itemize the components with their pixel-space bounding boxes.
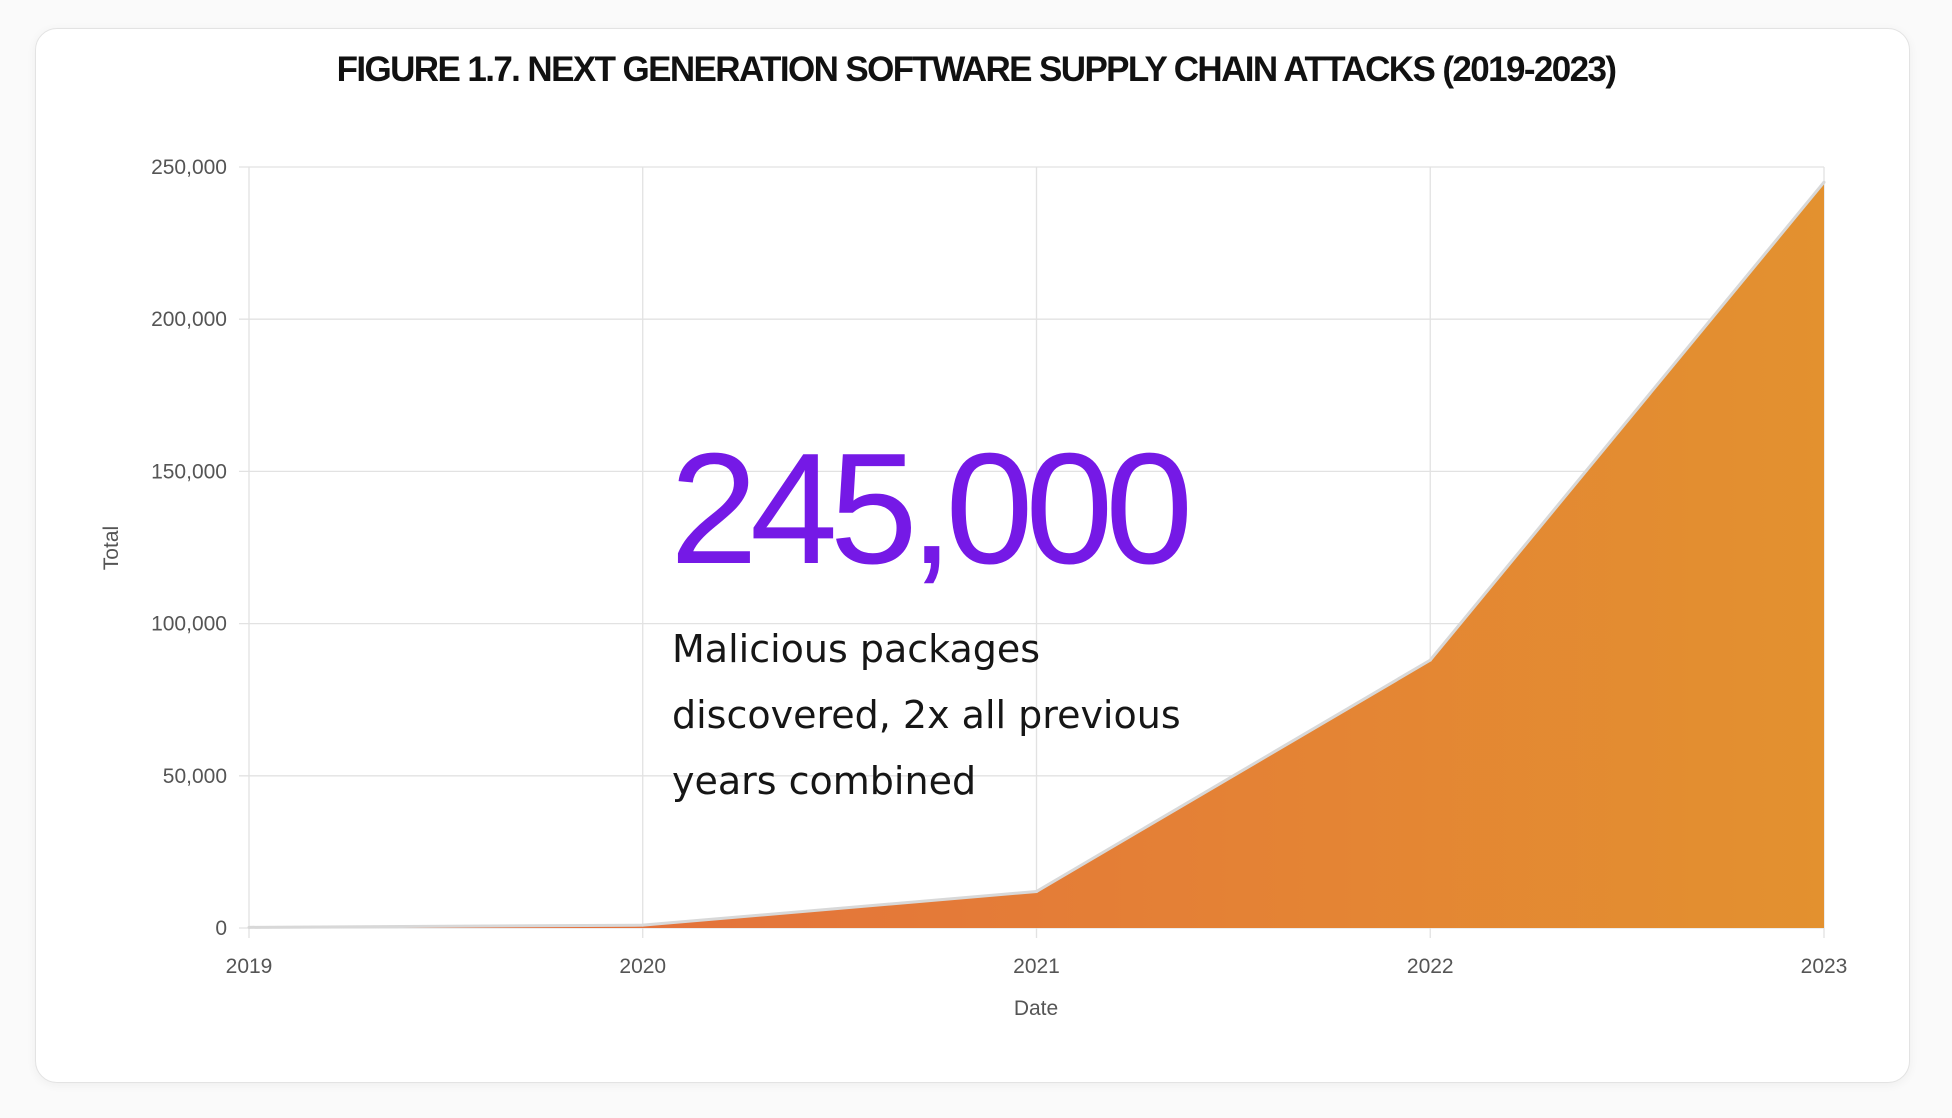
x-tick-label: 2019 (226, 955, 273, 978)
x-axis-ticks: 2019 2020 2021 2022 2023 (226, 955, 1848, 978)
x-tick-label: 2020 (619, 955, 666, 978)
y-tick-label: 0 (215, 917, 227, 940)
annotation-line: discovered, 2x all previous (672, 693, 1181, 737)
x-tick-label: 2023 (1801, 955, 1848, 978)
annotation-text: Malicious packages discovered, 2x all pr… (672, 616, 1232, 814)
x-axis-title: Date (1014, 997, 1058, 1020)
y-tick-label: 200,000 (151, 308, 227, 331)
data-point (247, 925, 251, 929)
x-tick-label: 2021 (1013, 955, 1060, 978)
y-tick-label: 250,000 (151, 156, 227, 179)
y-axis-title: Total (100, 526, 123, 570)
annotation-line: years combined (672, 759, 977, 803)
chart-title: FIGURE 1.7. NEXT GENERATION SOFTWARE SUP… (0, 50, 1952, 90)
data-point (1035, 889, 1038, 893)
y-tick-label: 150,000 (151, 460, 227, 483)
y-axis-ticks: 0 50,000 100,000 150,000 200,000 250,000 (151, 156, 227, 940)
data-point (641, 923, 645, 927)
x-tick-label: 2022 (1407, 955, 1454, 978)
area-fill (249, 182, 1824, 929)
data-point (1822, 180, 1826, 184)
annotation-line: Malicious packages (672, 627, 1041, 671)
data-point (1428, 658, 1432, 662)
y-tick-label: 50,000 (163, 765, 227, 788)
y-tick-label: 100,000 (151, 613, 227, 636)
annotation-headline: 245,000 (670, 421, 1193, 597)
chart-title-text: FIGURE 1.7. NEXT GENERATION SOFTWARE SUP… (336, 50, 1617, 89)
series-area (247, 180, 1826, 929)
